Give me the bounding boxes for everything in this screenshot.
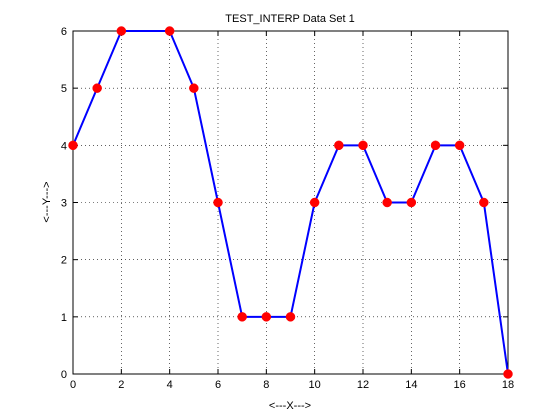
data-point — [334, 140, 344, 151]
x-tick-label: 4 — [167, 379, 173, 391]
plot-area — [73, 31, 508, 374]
y-axis-title: <---Y---> — [41, 181, 53, 222]
chart-title: TEST_INTERP Data Set 1 — [225, 13, 354, 25]
data-point — [285, 312, 296, 322]
x-tick-label: 6 — [215, 379, 221, 391]
data-point — [164, 26, 175, 36]
y-tick-label: 3 — [61, 198, 67, 210]
x-tick-label: 10 — [309, 379, 321, 391]
x-tick-label: 12 — [357, 379, 369, 391]
data-point — [261, 312, 272, 322]
x-tick-label: 14 — [405, 379, 417, 391]
x-tick-label: 8 — [263, 379, 269, 391]
data-point — [479, 197, 489, 208]
y-tick-label: 2 — [61, 255, 67, 267]
data-point — [430, 140, 441, 151]
y-tick-label: 1 — [61, 312, 67, 324]
grid — [73, 31, 508, 374]
data-point — [68, 140, 78, 151]
y-tick-label: 5 — [61, 83, 67, 95]
y-tick-label: 6 — [61, 26, 67, 38]
x-tick-label: 0 — [70, 379, 76, 391]
series — [68, 26, 513, 379]
data-point — [92, 83, 102, 93]
y-tick-label: 0 — [61, 369, 67, 381]
data-point — [213, 197, 223, 208]
data-point — [237, 312, 247, 322]
data-point — [406, 197, 417, 208]
data-point — [503, 369, 513, 379]
data-point — [309, 197, 320, 208]
data-point — [358, 140, 368, 151]
x-tick-label: 2 — [118, 379, 124, 391]
x-tick-label: 16 — [454, 379, 466, 391]
x-axis-title: <---X---> — [269, 400, 311, 412]
data-point — [116, 26, 127, 36]
y-tick-label: 4 — [61, 140, 67, 152]
x-tick-label: 18 — [502, 379, 514, 391]
data-point — [189, 83, 199, 93]
data-point — [382, 197, 392, 208]
data-point — [454, 140, 465, 151]
